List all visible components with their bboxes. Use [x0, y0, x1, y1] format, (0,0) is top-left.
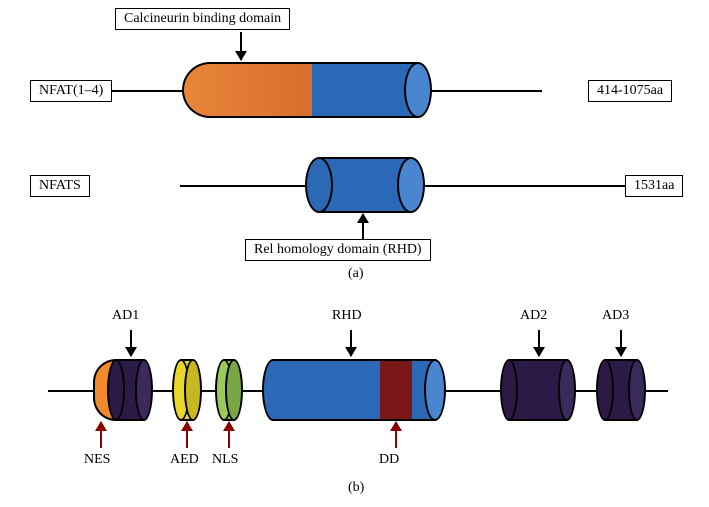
rhd-arrow [362, 214, 364, 240]
rhd-domain-2 [305, 157, 425, 213]
domain-rhd-blue-right [412, 359, 446, 421]
rhd-domain-1 [312, 62, 432, 118]
top-arrow [538, 330, 540, 356]
aa1-label: 414-1075aa [588, 80, 672, 102]
bottom-label: DD [379, 452, 399, 468]
calcineurin-label: Calcineurin binding domain [115, 8, 290, 30]
domain-ad2 [500, 359, 576, 421]
rhd-label-box: Rel homology domain (RHD) [245, 239, 431, 261]
top-label: AD1 [112, 308, 139, 324]
top-label: AD2 [520, 308, 547, 324]
domain-ad3 [596, 359, 646, 421]
bottom-arrow [100, 422, 102, 448]
bottom-arrow [228, 422, 230, 448]
bottom-arrow [186, 422, 188, 448]
domain-rhd-blue-left [262, 359, 380, 421]
bottom-label: NES [84, 452, 110, 468]
bottom-arrow [395, 422, 397, 448]
nfats-label: NFATS [30, 175, 90, 197]
panel-b-caption: (b) [348, 480, 364, 496]
top-arrow [620, 330, 622, 356]
bottom-label: AED [170, 452, 199, 468]
top-arrow [130, 330, 132, 356]
bottom-label: NLS [212, 452, 238, 468]
top-label: AD3 [602, 308, 629, 324]
top-label: RHD [332, 308, 362, 324]
panel-a-caption: (a) [348, 266, 364, 282]
domain-dd [380, 359, 412, 421]
calcineurin-arrow [240, 32, 242, 60]
calcineurin-domain [182, 62, 326, 118]
domain-ad1 [107, 359, 153, 421]
domain-aed [172, 359, 202, 421]
aa2-label: 1531aa [625, 175, 683, 197]
nfat14-label: NFAT(1–4) [30, 80, 112, 102]
domain-nls [215, 359, 243, 421]
top-arrow [350, 330, 352, 356]
